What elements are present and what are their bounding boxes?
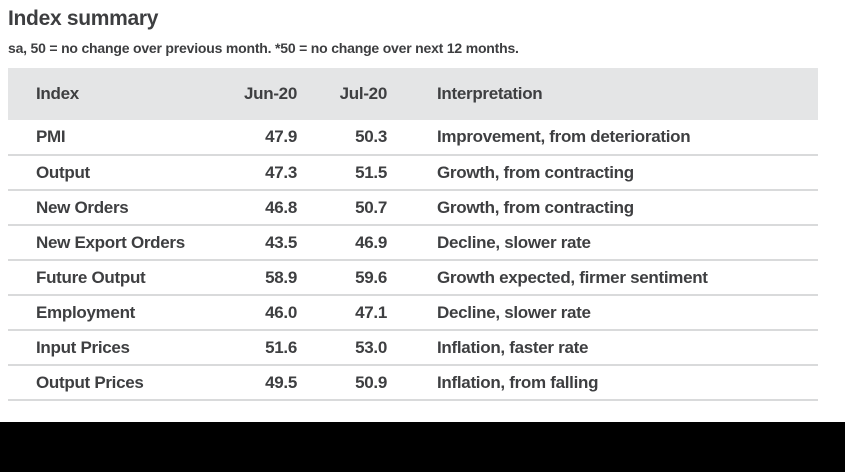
jun-value-cell: 51.6 xyxy=(265,337,297,357)
letterbox-bar xyxy=(0,422,845,472)
page-subtitle: sa, 50 = no change over previous month. … xyxy=(8,40,519,56)
table-row: Output Prices 49.5 50.9 Inflation, from … xyxy=(8,365,818,400)
index-name-cell: PMI xyxy=(36,127,66,146)
interpretation-cell: Growth, from contracting xyxy=(437,162,634,182)
table-row: Employment 46.0 47.1 Decline, slower rat… xyxy=(8,295,818,330)
table-body: PMI 47.9 50.3 Improvement, from deterior… xyxy=(8,120,818,400)
interpretation-cell: Inflation, faster rate xyxy=(437,337,589,357)
column-header-interpretation: Interpretation xyxy=(437,84,543,103)
interpretation-cell: Decline, slower rate xyxy=(437,302,591,322)
jun-value-cell: 58.9 xyxy=(265,267,297,287)
jun-value-cell: 49.5 xyxy=(265,372,297,392)
column-header-jun-20: Jun-20 xyxy=(244,84,297,103)
page-title: Index summary xyxy=(8,7,159,30)
jul-value-cell: 47.1 xyxy=(355,302,387,322)
table-row: PMI 47.9 50.3 Improvement, from deterior… xyxy=(8,120,818,155)
jul-value-cell: 59.6 xyxy=(355,267,387,287)
table-row: Future Output 58.9 59.6 Growth expected,… xyxy=(8,260,818,295)
table-row: New Export Orders 43.5 46.9 Decline, slo… xyxy=(8,225,818,260)
jun-value-cell: 46.8 xyxy=(265,197,297,217)
index-name-cell: Output xyxy=(36,162,90,182)
header-row: Index Jun-20 Jul-20 Interpretation xyxy=(8,68,818,120)
interpretation-cell: Decline, slower rate xyxy=(437,232,591,252)
jun-value-cell: 43.5 xyxy=(265,232,297,252)
jun-value-cell: 47.9 xyxy=(265,127,297,146)
jul-value-cell: 50.3 xyxy=(355,127,387,146)
index-name-cell: New Export Orders xyxy=(36,232,185,252)
table-row: Input Prices 51.6 53.0 Inflation, faster… xyxy=(8,330,818,365)
table-header: Index Jun-20 Jul-20 Interpretation xyxy=(8,68,818,120)
jul-value-cell: 46.9 xyxy=(355,232,387,252)
interpretation-cell: Growth expected, firmer sentiment xyxy=(437,267,708,287)
index-name-cell: Employment xyxy=(36,302,136,322)
index-name-cell: Output Prices xyxy=(36,372,144,392)
table-row: New Orders 46.8 50.7 Growth, from contra… xyxy=(8,190,818,225)
interpretation-cell: Inflation, from falling xyxy=(437,372,599,392)
index-summary-table: Index Jun-20 Jul-20 Interpretation PMI 4… xyxy=(8,68,818,401)
jun-value-cell: 46.0 xyxy=(265,302,297,322)
jul-value-cell: 53.0 xyxy=(355,337,387,357)
jun-value-cell: 47.3 xyxy=(265,162,297,182)
column-header-index: Index xyxy=(36,84,79,103)
interpretation-cell: Growth, from contracting xyxy=(437,197,634,217)
index-name-cell: New Orders xyxy=(36,197,129,217)
column-header-jul-20: Jul-20 xyxy=(339,84,387,103)
interpretation-cell: Improvement, from deterioration xyxy=(437,127,691,146)
index-name-cell: Input Prices xyxy=(36,337,130,357)
jul-value-cell: 50.7 xyxy=(355,197,387,217)
jul-value-cell: 50.9 xyxy=(355,372,387,392)
index-name-cell: Future Output xyxy=(36,267,146,287)
table-row: Output 47.3 51.5 Growth, from contractin… xyxy=(8,155,818,190)
jul-value-cell: 51.5 xyxy=(355,162,387,182)
